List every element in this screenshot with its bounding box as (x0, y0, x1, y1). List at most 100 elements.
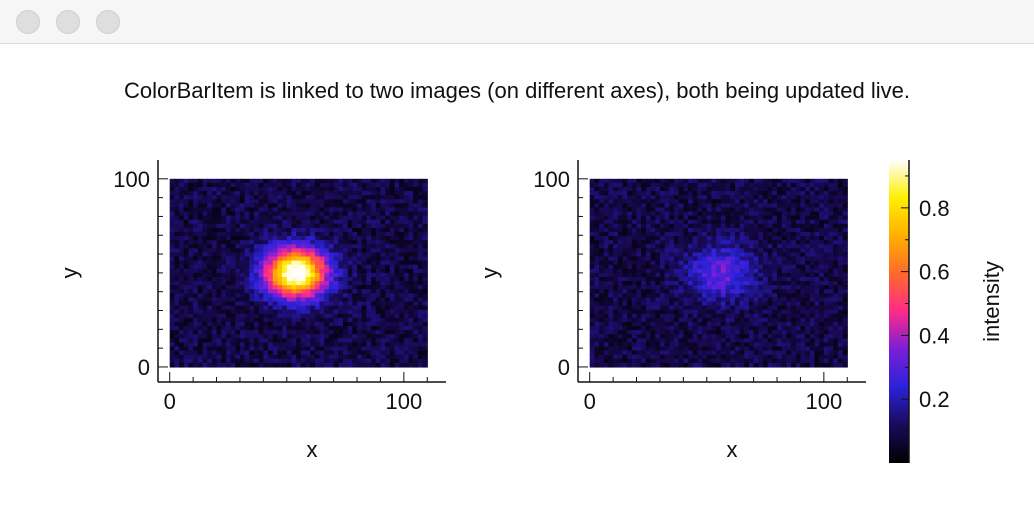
heatmap-cell (594, 297, 600, 303)
heatmap-cell (291, 182, 297, 188)
heatmap-cell (375, 313, 382, 319)
heatmap-cell (716, 264, 722, 270)
heatmap-cell (837, 215, 844, 221)
heatmap-cell (833, 342, 839, 348)
heatmap-cell (753, 195, 759, 200)
heatmap-cell (622, 313, 628, 319)
heatmap-cell (645, 252, 652, 258)
heatmap-cell (706, 191, 713, 196)
heatmap-cell (744, 313, 750, 319)
heatmap-cell (263, 264, 269, 270)
heatmap-cell (328, 276, 335, 282)
heatmap-cell (669, 256, 675, 262)
heatmap-cell (636, 231, 642, 237)
heatmap-cell (328, 297, 335, 303)
heatmap-cell (221, 281, 227, 286)
minimize-window-button[interactable] (56, 10, 80, 34)
heatmap-cell (669, 354, 675, 360)
heatmap-cell (333, 219, 339, 225)
heatmap-cell (739, 178, 745, 184)
plot-left[interactable]: 0 100 0 100 x y (57, 160, 446, 462)
heatmap-cell (697, 350, 703, 356)
heatmap-cell (664, 256, 670, 262)
heatmap-cell (711, 178, 717, 184)
heatmap-cell (603, 321, 610, 327)
heatmap-cell (225, 362, 232, 368)
heatmap-cell (772, 297, 778, 303)
heatmap-cell (819, 244, 825, 249)
heatmap-cell (739, 281, 745, 286)
heatmap-cell (786, 342, 792, 348)
heatmap-cell (650, 244, 656, 249)
heatmap-cell (706, 186, 713, 192)
plot-right[interactable]: 0 100 0 100 x y (477, 160, 866, 462)
heatmap-cell (814, 297, 820, 303)
heatmap-cell (328, 231, 335, 237)
heatmap-cell (202, 260, 208, 266)
heatmap-cell (333, 191, 339, 196)
heatmap-cell (375, 191, 382, 196)
heatmap-cell (758, 301, 764, 307)
heatmap-cell (272, 215, 279, 221)
heatmap-cell (674, 178, 680, 184)
heatmap-cell (842, 199, 848, 204)
heatmap-cell (608, 330, 614, 335)
zoom-window-button[interactable] (96, 10, 120, 34)
heatmap-cell (777, 338, 783, 344)
heatmap-cell (272, 182, 279, 188)
heatmap-cell (357, 301, 363, 307)
heatmap-cell (235, 248, 241, 254)
heatmap-cell (333, 305, 339, 311)
heatmap-cell (300, 301, 307, 307)
heatmap-cell (361, 338, 367, 344)
heatmap-cell (828, 321, 834, 327)
heatmap-cell (310, 186, 316, 192)
heatmap-cell (744, 268, 750, 274)
heatmap-cell (828, 252, 834, 258)
heatmap-cell (809, 330, 816, 335)
heatmap-cell (286, 305, 293, 311)
heatmap-cell (179, 244, 185, 249)
heatmap-cell (744, 223, 750, 229)
heatmap-cell (599, 186, 605, 192)
heatmap-cell (688, 346, 694, 352)
heatmap-cell (225, 244, 232, 249)
close-window-button[interactable] (16, 10, 40, 34)
heatmap-cell (636, 321, 642, 327)
heatmap-cell (216, 330, 222, 335)
heatmap-cell (347, 199, 353, 204)
heatmap-cell (697, 317, 703, 323)
heatmap-cell (272, 211, 279, 217)
heatmap-cell (169, 272, 175, 278)
heatmap-cell (211, 268, 218, 274)
heatmap-cell (772, 272, 778, 278)
heatmap-cell (748, 350, 755, 356)
heatmap-cell (627, 281, 633, 286)
heatmap-cell (603, 301, 610, 307)
heatmap-cell (613, 264, 619, 270)
heatmap-cell (296, 248, 302, 254)
heatmap-cell (650, 252, 656, 258)
heatmap-cell (697, 309, 703, 315)
heatmap-cell (833, 321, 839, 327)
heatmap-cell (291, 281, 297, 286)
heatmap-cell (174, 223, 180, 229)
heatmap-cell (361, 354, 367, 360)
heatmap-cell (221, 268, 227, 274)
heatmap-cell (263, 252, 269, 258)
heatmap-cell (758, 330, 764, 335)
heatmap-cell (678, 281, 684, 286)
heatmap-cell (725, 293, 731, 299)
heatmap-cell (399, 289, 405, 294)
heatmap-cell (678, 276, 684, 282)
heatmap-cell (333, 342, 339, 348)
heatmap-cell (239, 203, 246, 209)
heatmap-cell (777, 236, 783, 241)
heatmap-cell (221, 293, 227, 299)
heatmap-cell (720, 346, 727, 352)
heatmap-cell (688, 350, 694, 356)
heatmap-cell (809, 276, 816, 282)
heatmap-cell (282, 260, 288, 266)
heatmap-cell (706, 207, 713, 213)
heatmap-cell (819, 256, 825, 262)
